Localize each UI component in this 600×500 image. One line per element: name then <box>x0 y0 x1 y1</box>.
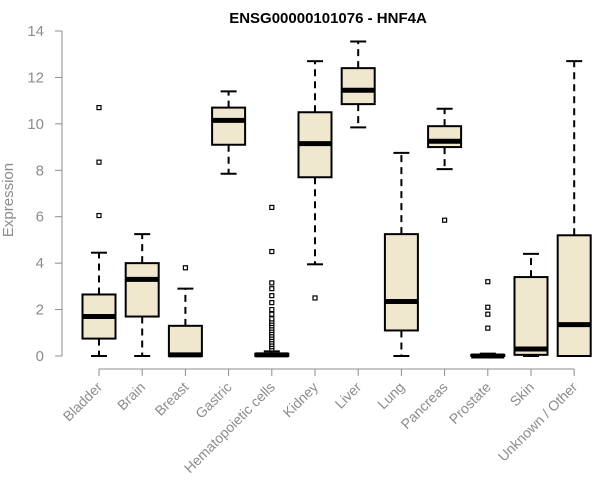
iqr-box <box>124 262 160 318</box>
outlier-point <box>312 295 318 301</box>
x-tick-label: Breast <box>152 379 192 419</box>
y-tick-label: 4 <box>36 255 44 272</box>
box-skin <box>513 252 549 357</box>
y-axis-label: Expression <box>0 163 17 237</box>
y-tick-label: 2 <box>36 302 44 319</box>
box-unknown-other <box>556 60 592 358</box>
x-tick-label: Lung <box>374 379 407 412</box>
iqr-box <box>383 233 419 332</box>
box-brain <box>124 233 160 357</box>
outlier-point <box>96 212 102 219</box>
iqr-box <box>340 67 376 106</box>
outlier-point <box>269 280 275 286</box>
x-tick-label: Pancreas <box>398 379 451 432</box>
x-tick-label: Skin <box>507 379 538 410</box>
box-hematopoietic-cells <box>254 204 290 358</box>
x-tick-label: Brain <box>114 379 148 413</box>
x-tick-label: Gastric <box>192 379 235 422</box>
outlier-point <box>269 204 275 211</box>
outlier-point <box>96 159 102 165</box>
outlier-point <box>269 311 275 317</box>
box-gastric <box>211 90 247 175</box>
boxes-group <box>81 40 592 359</box>
outlier-point <box>442 217 448 223</box>
y-tick-label: 10 <box>27 116 44 133</box>
outlier-point <box>485 304 491 310</box>
y-axis: 0 2 4 6 8 10 12 14 <box>27 23 63 365</box>
x-tick-label: Liver <box>332 379 365 412</box>
y-tick-label: 8 <box>36 162 44 179</box>
x-tick-label: Unknown / Other <box>495 379 581 465</box>
outlier-point <box>485 279 491 285</box>
outlier-point <box>96 105 102 111</box>
iqr-box <box>513 276 549 356</box>
y-tick-label: 6 <box>36 209 44 226</box>
outlier-point <box>269 248 275 255</box>
outlier-point <box>269 300 275 306</box>
y-tick-label: 14 <box>27 23 44 40</box>
outlier-point <box>269 306 275 313</box>
iqr-box <box>556 234 592 358</box>
box-breast <box>167 265 203 358</box>
iqr-box <box>427 125 463 149</box>
box-pancreas <box>427 107 463 223</box>
x-tick-label: Bladder <box>60 379 106 425</box>
x-tick-label: Kidney <box>280 379 322 421</box>
box-bladder <box>81 105 117 357</box>
box-lung <box>383 151 419 357</box>
box-prostate <box>470 279 506 359</box>
y-tick-label: 12 <box>27 69 44 86</box>
box-kidney <box>297 60 333 301</box>
outlier-point <box>485 311 491 317</box>
y-tick-label: 0 <box>36 348 44 365</box>
chart-title: ENSG00000101076 - HNF4A <box>229 10 427 27</box>
x-tick-label: Prostate <box>446 379 494 427</box>
iqr-box <box>211 106 247 146</box>
outlier-point <box>269 293 275 299</box>
outlier-point <box>269 286 275 292</box>
box-liver <box>340 40 376 129</box>
outlier-point <box>485 325 491 331</box>
iqr-box <box>167 324 203 358</box>
outlier-point <box>269 316 275 322</box>
outlier-point <box>182 265 188 271</box>
